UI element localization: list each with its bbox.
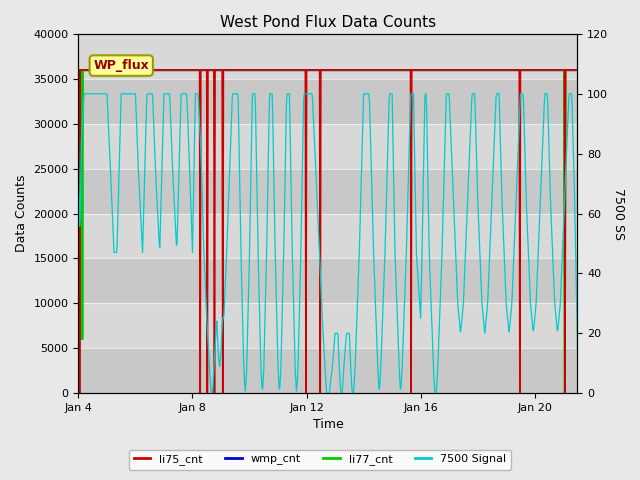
Bar — [79, 214, 577, 258]
Bar — [79, 348, 577, 393]
Bar — [79, 258, 577, 303]
Bar — [79, 303, 577, 348]
X-axis label: Time: Time — [312, 419, 343, 432]
Y-axis label: Data Counts: Data Counts — [15, 175, 28, 252]
Bar — [79, 34, 577, 79]
Bar — [79, 168, 577, 214]
Bar — [79, 79, 577, 124]
Y-axis label: 7500 SS: 7500 SS — [612, 188, 625, 240]
Bar — [79, 124, 577, 168]
Text: WP_flux: WP_flux — [93, 59, 149, 72]
Title: West Pond Flux Data Counts: West Pond Flux Data Counts — [220, 15, 436, 30]
Legend: li75_cnt, wmp_cnt, li77_cnt, 7500 Signal: li75_cnt, wmp_cnt, li77_cnt, 7500 Signal — [129, 450, 511, 469]
